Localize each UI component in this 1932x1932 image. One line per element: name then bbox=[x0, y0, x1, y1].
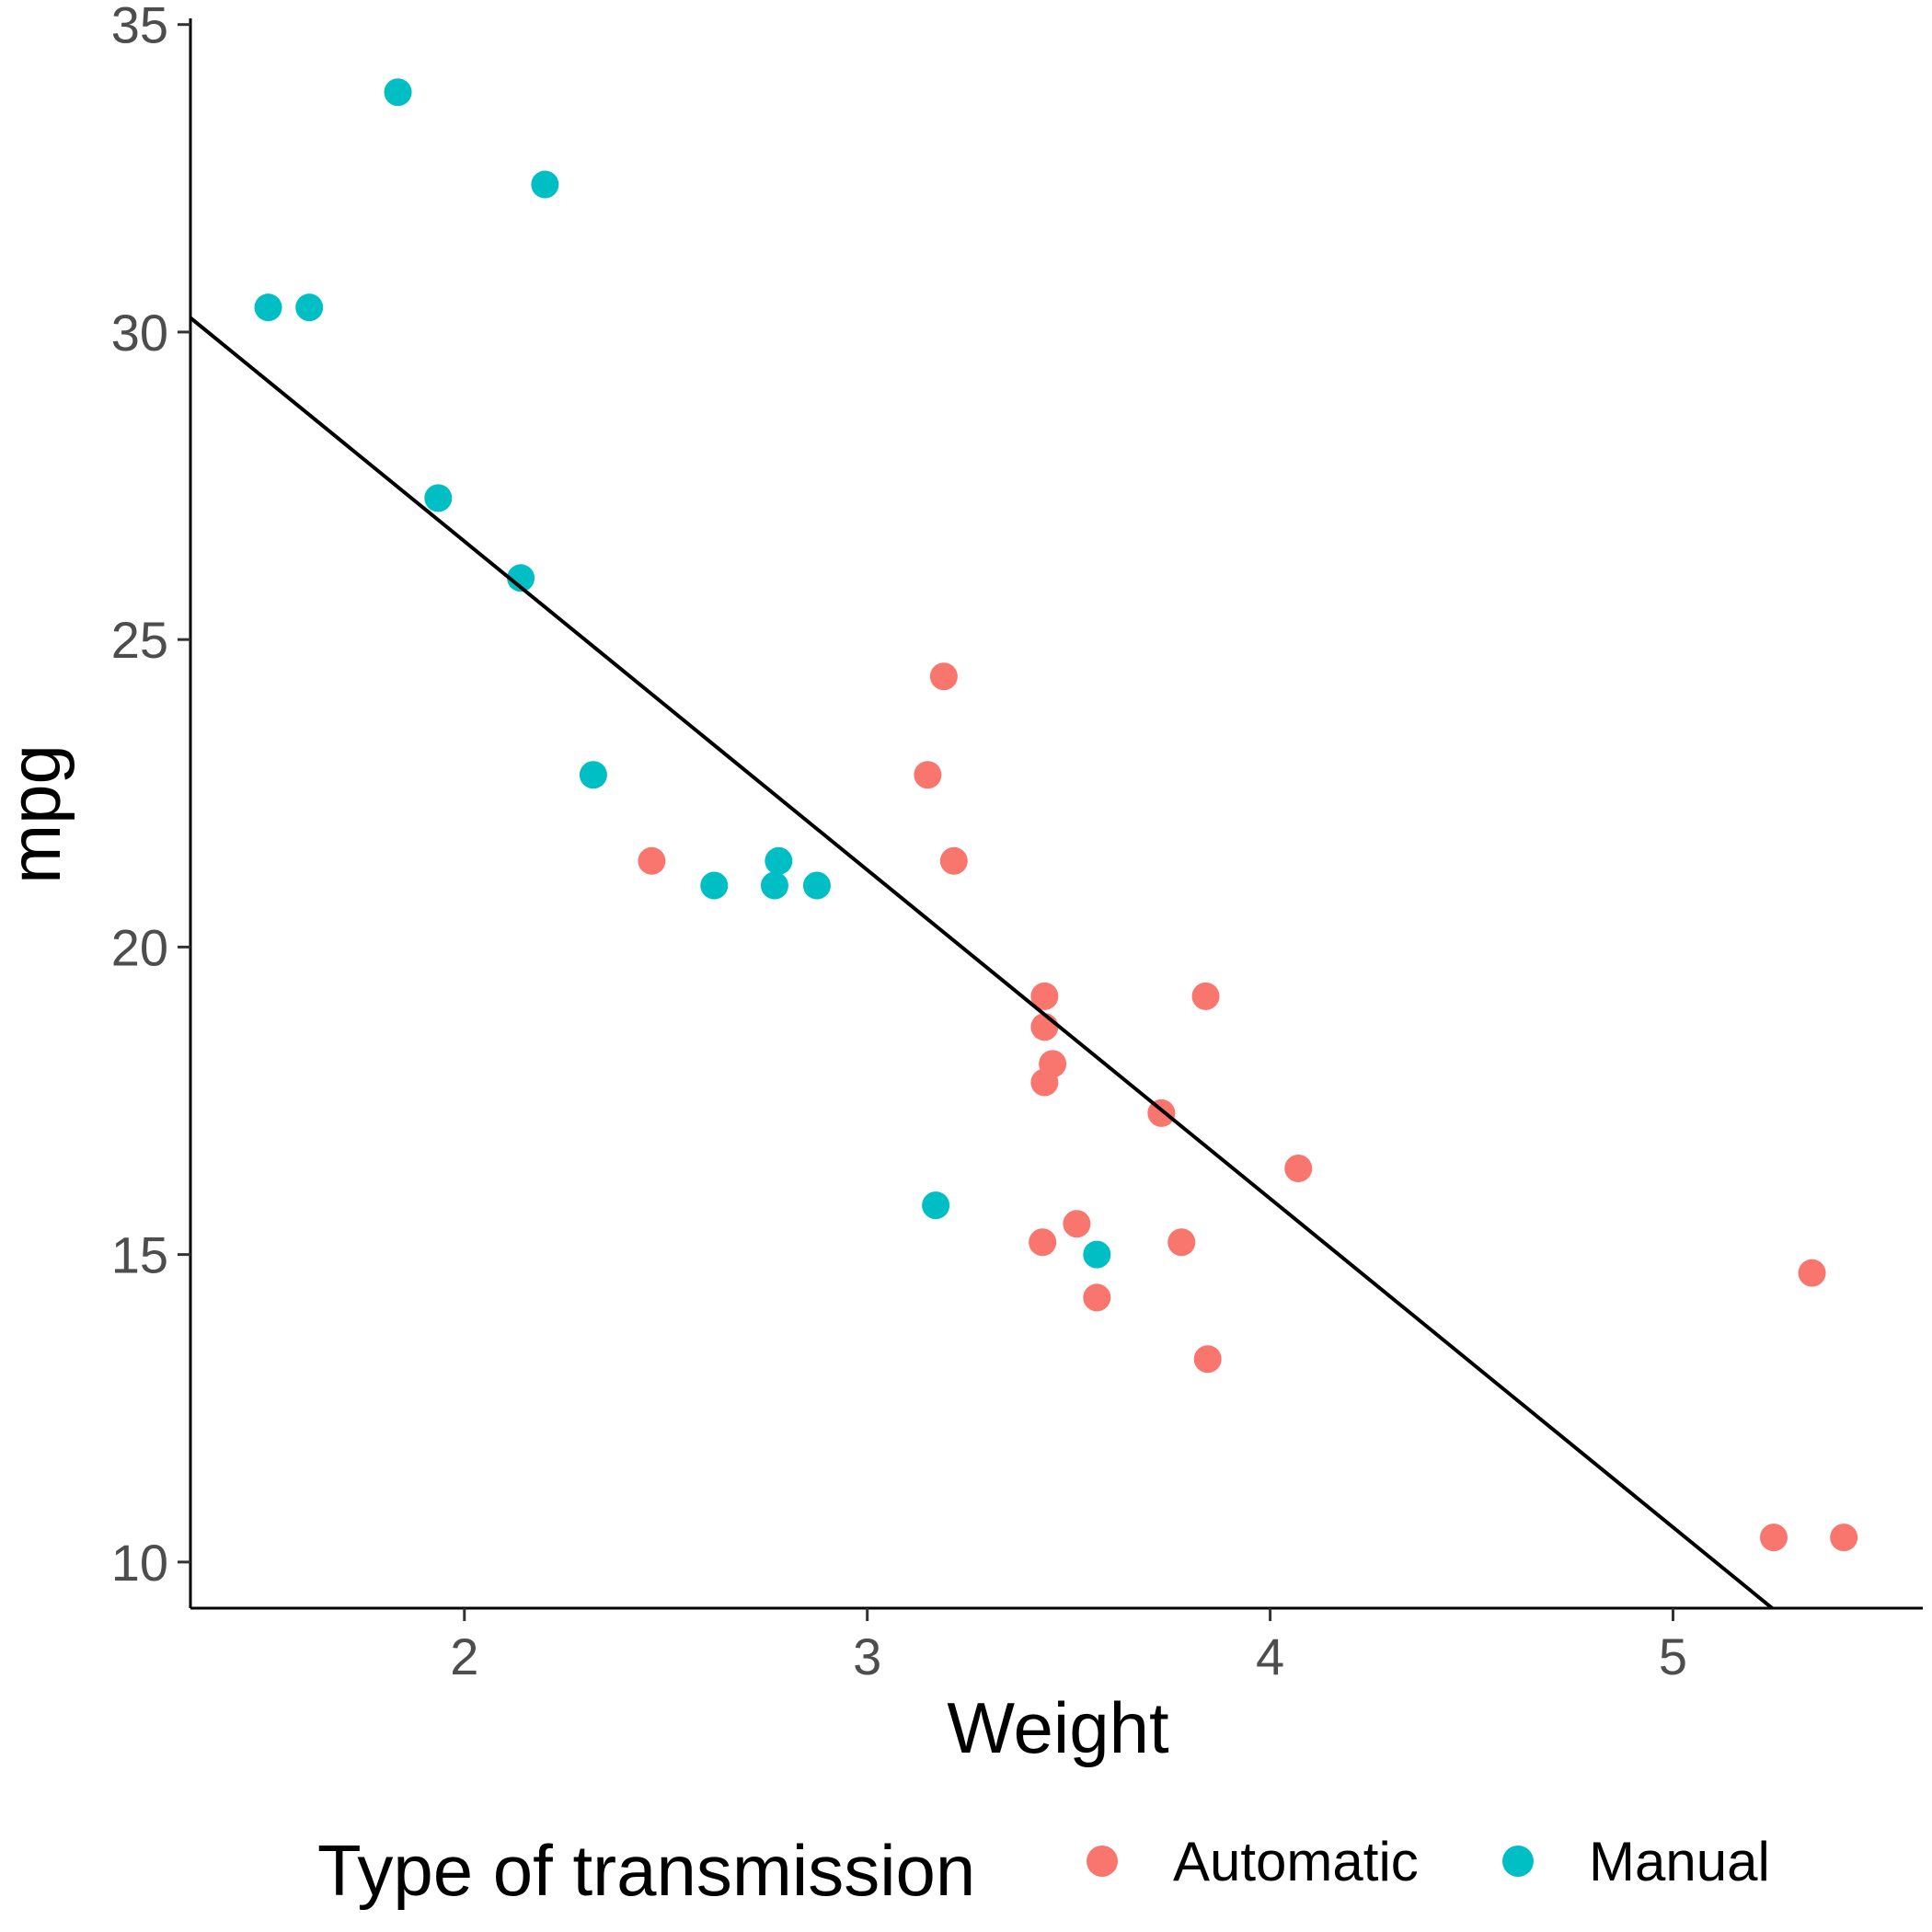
trend-line bbox=[190, 316, 1776, 1608]
plot-area bbox=[190, 78, 1858, 1608]
legend: Type of transmission Automatic Manual bbox=[317, 1830, 1770, 1911]
data-point-automatic bbox=[1798, 1259, 1826, 1287]
data-point-manual bbox=[507, 564, 535, 592]
data-point-automatic bbox=[939, 846, 968, 875]
data-point-manual bbox=[1083, 1240, 1111, 1269]
legend-key-automatic bbox=[1087, 1846, 1118, 1877]
data-point-manual bbox=[579, 761, 607, 789]
x-tick-label: 3 bbox=[853, 1627, 881, 1685]
x-tick-label: 2 bbox=[450, 1627, 478, 1685]
x-axis: 2 3 4 5 bbox=[190, 1606, 1923, 1685]
data-point-automatic bbox=[929, 662, 958, 691]
data-point-manual bbox=[424, 484, 453, 512]
series-manual bbox=[254, 78, 1111, 1269]
data-point-automatic bbox=[1030, 982, 1059, 1010]
data-point-automatic bbox=[1030, 1013, 1059, 1041]
data-point-automatic bbox=[914, 761, 942, 789]
y-tick-label: 30 bbox=[111, 304, 168, 362]
legend-label-manual: Manual bbox=[1589, 1831, 1770, 1892]
x-axis-title: Weight bbox=[947, 1687, 1169, 1768]
data-point-automatic bbox=[1167, 1228, 1196, 1257]
data-point-manual bbox=[700, 871, 729, 900]
data-point-automatic bbox=[1191, 982, 1220, 1010]
legend-title: Type of transmission bbox=[317, 1830, 975, 1911]
data-point-manual bbox=[922, 1191, 950, 1220]
data-point-automatic bbox=[1063, 1210, 1091, 1238]
data-point-manual bbox=[295, 293, 324, 322]
x-tick-label: 5 bbox=[1659, 1627, 1687, 1685]
data-point-automatic bbox=[1284, 1155, 1313, 1183]
data-point-manual bbox=[760, 871, 788, 900]
y-axis-title: mpg bbox=[0, 744, 75, 884]
legend-key-manual bbox=[1502, 1846, 1534, 1877]
y-tick-label: 25 bbox=[111, 611, 168, 669]
data-point-automatic bbox=[1193, 1345, 1222, 1374]
y-tick-label: 35 bbox=[111, 0, 168, 54]
data-point-automatic bbox=[1029, 1228, 1057, 1257]
data-point-automatic bbox=[1759, 1524, 1788, 1552]
y-tick-label: 20 bbox=[111, 918, 168, 976]
data-point-manual bbox=[254, 293, 282, 322]
data-point-manual bbox=[384, 78, 412, 107]
data-point-automatic bbox=[1030, 1068, 1059, 1097]
y-tick-label: 15 bbox=[111, 1226, 168, 1284]
y-tick-label: 10 bbox=[111, 1534, 168, 1592]
x-tick-label: 4 bbox=[1256, 1627, 1284, 1685]
data-point-automatic bbox=[1830, 1524, 1858, 1552]
data-point-automatic bbox=[638, 846, 666, 875]
series-automatic bbox=[638, 662, 1858, 1552]
data-point-manual bbox=[765, 846, 793, 875]
data-point-automatic bbox=[1083, 1283, 1111, 1312]
y-axis: 10 15 20 25 30 35 bbox=[111, 0, 192, 1608]
data-point-manual bbox=[802, 871, 831, 900]
data-point-manual bbox=[531, 170, 559, 199]
legend-label-automatic: Automatic bbox=[1173, 1831, 1419, 1892]
